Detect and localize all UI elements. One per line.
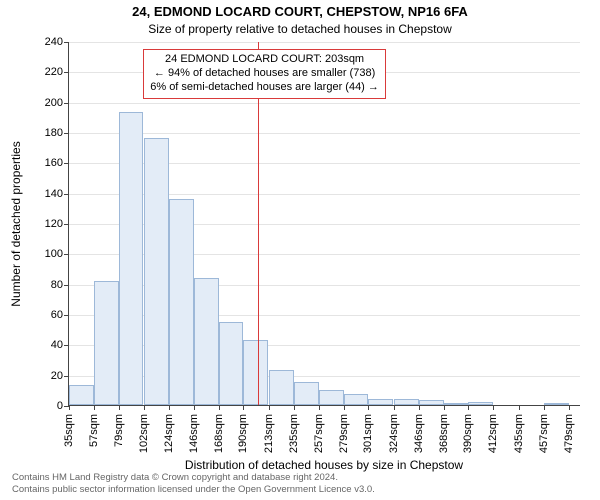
x-tick-mark xyxy=(569,405,570,410)
x-tick-mark xyxy=(194,405,195,410)
gridline xyxy=(69,133,580,134)
x-tick-mark xyxy=(319,405,320,410)
x-tick-label: 479sqm xyxy=(563,414,575,453)
x-tick-mark xyxy=(544,405,545,410)
annotation-box: 24 EDMOND LOCARD COURT: 203sqm← 94% of d… xyxy=(143,49,386,98)
x-tick-label: 301sqm xyxy=(362,414,374,453)
x-tick-mark xyxy=(394,405,395,410)
x-tick-mark xyxy=(144,405,145,410)
x-tick-label: 346sqm xyxy=(413,414,425,453)
x-tick-mark xyxy=(69,405,70,410)
histogram-bar xyxy=(394,399,419,405)
histogram-bar xyxy=(219,322,244,405)
chart-container: 24, EDMOND LOCARD COURT, CHEPSTOW, NP16 … xyxy=(0,0,600,500)
y-tick-label: 140 xyxy=(45,188,69,200)
x-tick-mark xyxy=(444,405,445,410)
annotation-line: 24 EDMOND LOCARD COURT: 203sqm xyxy=(150,53,379,67)
y-tick-label: 240 xyxy=(45,36,69,48)
x-tick-mark xyxy=(419,405,420,410)
x-tick-label: 368sqm xyxy=(438,414,450,453)
x-tick-label: 257sqm xyxy=(313,414,325,453)
histogram-bar xyxy=(294,382,319,405)
x-tick-label: 146sqm xyxy=(188,414,200,453)
histogram-bar xyxy=(194,278,219,405)
x-axis-title: Distribution of detached houses by size … xyxy=(185,458,463,472)
y-axis-title: Number of detached properties xyxy=(9,141,23,306)
histogram-bar xyxy=(269,370,294,405)
chart-subtitle: Size of property relative to detached ho… xyxy=(0,22,600,36)
x-tick-mark xyxy=(243,405,244,410)
y-tick-label: 120 xyxy=(45,218,69,230)
histogram-bar xyxy=(144,138,169,405)
x-tick-label: 124sqm xyxy=(163,414,175,453)
histogram-bar xyxy=(169,199,194,405)
y-tick-label: 200 xyxy=(45,97,69,109)
footer-line2: Contains public sector information licen… xyxy=(12,484,600,496)
x-tick-mark xyxy=(219,405,220,410)
x-tick-label: 190sqm xyxy=(237,414,249,453)
histogram-bar xyxy=(69,385,94,405)
histogram-bar xyxy=(544,403,569,405)
y-tick-label: 0 xyxy=(57,400,69,412)
x-tick-mark xyxy=(269,405,270,410)
gridline xyxy=(69,42,580,43)
gridline xyxy=(69,103,580,104)
x-tick-mark xyxy=(493,405,494,410)
x-tick-label: 213sqm xyxy=(263,414,275,453)
histogram-bar xyxy=(444,403,469,405)
x-tick-mark xyxy=(94,405,95,410)
histogram-bar xyxy=(119,112,144,405)
histogram-bar xyxy=(243,340,268,405)
x-tick-mark xyxy=(368,405,369,410)
x-tick-mark xyxy=(169,405,170,410)
y-tick-label: 80 xyxy=(51,279,69,291)
x-tick-label: 35sqm xyxy=(63,414,75,447)
annotation-line: 6% of semi-detached houses are larger (4… xyxy=(150,81,379,95)
y-tick-label: 180 xyxy=(45,127,69,139)
histogram-bar xyxy=(344,394,369,405)
chart-title: 24, EDMOND LOCARD COURT, CHEPSTOW, NP16 … xyxy=(0,4,600,19)
histogram-bar xyxy=(468,402,493,405)
x-tick-mark xyxy=(468,405,469,410)
y-tick-label: 40 xyxy=(51,339,69,351)
histogram-bar xyxy=(319,390,344,405)
x-tick-mark xyxy=(519,405,520,410)
x-tick-mark xyxy=(294,405,295,410)
y-tick-label: 20 xyxy=(51,370,69,382)
histogram-bar xyxy=(368,399,393,405)
x-tick-label: 457sqm xyxy=(538,414,550,453)
x-tick-label: 235sqm xyxy=(288,414,300,453)
y-tick-label: 100 xyxy=(45,248,69,260)
footer-line1: Contains HM Land Registry data © Crown c… xyxy=(12,472,600,484)
x-tick-label: 279sqm xyxy=(338,414,350,453)
x-tick-label: 324sqm xyxy=(388,414,400,453)
x-tick-label: 168sqm xyxy=(213,414,225,453)
x-tick-label: 57sqm xyxy=(88,414,100,447)
histogram-bar xyxy=(94,281,119,405)
plot-area: 02040608010012014016018020022024035sqm57… xyxy=(68,42,580,406)
x-tick-label: 390sqm xyxy=(462,414,474,453)
y-tick-label: 220 xyxy=(45,66,69,78)
y-tick-label: 60 xyxy=(51,309,69,321)
x-tick-label: 412sqm xyxy=(487,414,499,453)
y-tick-label: 160 xyxy=(45,157,69,169)
x-tick-mark xyxy=(119,405,120,410)
x-tick-mark xyxy=(344,405,345,410)
x-tick-label: 79sqm xyxy=(113,414,125,447)
histogram-bar xyxy=(419,400,444,405)
footer-attribution: Contains HM Land Registry data © Crown c… xyxy=(0,472,600,496)
x-tick-label: 435sqm xyxy=(513,414,525,453)
annotation-line: ← 94% of detached houses are smaller (73… xyxy=(150,67,379,81)
x-tick-label: 102sqm xyxy=(138,414,150,453)
